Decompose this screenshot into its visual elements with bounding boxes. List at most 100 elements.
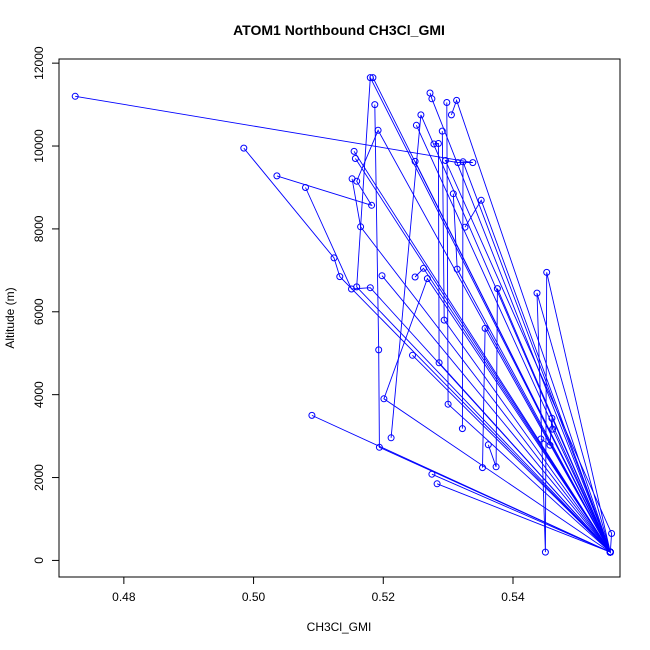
series-line-18 [461, 161, 611, 553]
data-point [330, 254, 338, 262]
x-tick-label: 0.50 [242, 590, 266, 604]
data-point [375, 346, 383, 354]
data-point [453, 265, 461, 273]
data-point [308, 411, 316, 419]
data-point [428, 95, 436, 103]
x-tick-label: 0.52 [372, 590, 396, 604]
data-point [440, 316, 448, 324]
data-point [461, 223, 469, 231]
data-point [374, 126, 382, 134]
series-line-19 [464, 199, 611, 553]
data-point [442, 157, 449, 164]
series-line-5 [311, 414, 611, 553]
series-line-7 [374, 104, 611, 553]
data-point [420, 264, 427, 272]
series-line-13 [433, 142, 611, 553]
chart-title: ATOM1 Northbound CH3Cl_GMI [233, 22, 445, 38]
data-point [434, 140, 442, 147]
data-point [492, 463, 500, 471]
data-point [428, 470, 436, 478]
plot-border [58, 58, 621, 578]
data-point [537, 435, 545, 443]
data-point [469, 159, 477, 167]
x-tick-label: 0.48 [112, 590, 136, 604]
y-tick-label: 8000 [32, 215, 46, 242]
y-tick-label: 10000 [32, 129, 46, 163]
data-point [484, 441, 492, 449]
data-point [366, 284, 374, 292]
plot-frame [58, 58, 621, 578]
x-tick-label: 0.54 [501, 590, 525, 604]
data-point [357, 223, 365, 231]
series-line-6 [351, 178, 611, 553]
data-point [412, 121, 420, 129]
data-point [459, 158, 467, 166]
series-line-25 [381, 275, 611, 553]
series-line-24 [355, 158, 611, 553]
y-axis-label: Altitude (m) [3, 287, 17, 348]
y-tick-label: 12000 [32, 46, 46, 80]
data-point [350, 147, 358, 155]
series-line-16 [450, 99, 611, 553]
data-point [608, 530, 616, 537]
data-point [375, 443, 383, 451]
data-point [378, 272, 386, 280]
data-points [71, 74, 616, 556]
series-line-3 [276, 129, 611, 553]
data-point [302, 184, 309, 191]
data-point [336, 273, 344, 281]
y-axis: 0 2000 4000 6000 8000 10000 12000 [32, 46, 59, 564]
y-tick-label: 2000 [32, 464, 46, 491]
data-point [443, 99, 451, 106]
data-point [411, 157, 419, 165]
data-point [411, 273, 419, 281]
series-line-11 [414, 267, 611, 553]
data-point [549, 425, 557, 433]
series-line-20 [482, 326, 611, 553]
data-point [348, 285, 355, 293]
series-line-14 [441, 131, 611, 553]
data-point [447, 111, 455, 119]
data-point [351, 155, 359, 162]
data-point [543, 268, 551, 276]
series-lines [75, 75, 613, 554]
data-point [380, 395, 388, 403]
data-point [423, 275, 431, 283]
data-point [453, 96, 461, 104]
series-line-23 [372, 77, 611, 553]
series-line-9 [353, 151, 611, 553]
x-axis: 0.48 0.50 0.52 0.54 [112, 577, 525, 604]
data-point [417, 111, 425, 119]
data-point [409, 351, 416, 359]
data-point [71, 92, 79, 100]
data-point [458, 425, 466, 433]
data-point [444, 400, 452, 408]
y-tick-label: 6000 [32, 298, 46, 325]
y-tick-label: 4000 [32, 381, 46, 408]
data-point [430, 140, 438, 148]
data-point [273, 172, 281, 180]
data-point [481, 324, 489, 332]
data-point [438, 127, 446, 135]
data-point [449, 190, 457, 198]
data-point [548, 414, 556, 422]
data-point [371, 101, 379, 109]
series-line-8 [390, 114, 611, 553]
series-line-15 [446, 102, 611, 553]
data-point [369, 74, 377, 82]
data-point [454, 159, 462, 167]
data-point [435, 359, 443, 367]
data-point [541, 548, 549, 556]
series-line-22 [540, 418, 611, 553]
data-point [366, 74, 374, 82]
data-point [606, 548, 614, 556]
series-line-26 [412, 354, 611, 553]
data-point [546, 441, 554, 449]
data-point [368, 201, 376, 209]
data-point [387, 434, 395, 442]
data-point [240, 144, 248, 152]
data-point [533, 289, 541, 297]
series-line-17 [452, 193, 611, 553]
series-line-1 [75, 75, 613, 554]
